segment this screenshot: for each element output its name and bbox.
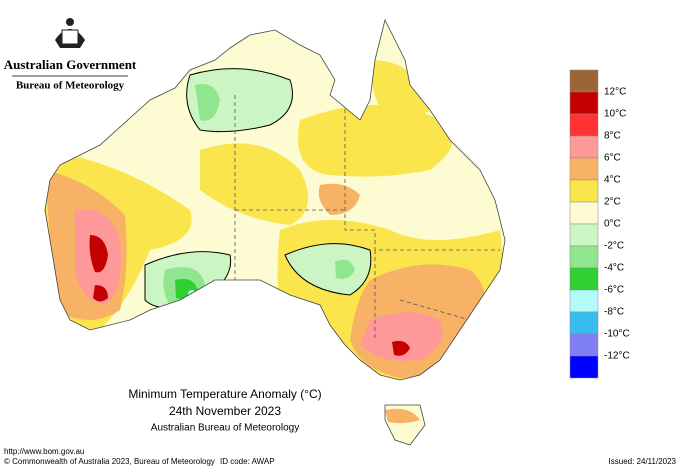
legend-label: 12°C [604,87,626,98]
bureau-name: Bureau of Meteorology [16,80,125,92]
map-source: Australian Bureau of Meteorology [151,423,299,434]
legend-swatch [569,289,599,313]
legend-swatch [569,201,599,225]
legend-label: 10°C [604,109,626,120]
legend-swatch [569,311,599,335]
map-date: 24th November 2023 [169,404,281,418]
legend: 12°C 10°C 8°C 6°C 4°C 2°C 0°C -2°C -4°C -6°C -8°C -… [569,69,630,379]
legend-label: 4°C [604,175,621,186]
legend-swatch [569,157,599,181]
gov-name: Australian Government [4,57,137,72]
map-title: Minimum Temperature Anomaly (°C) [128,387,321,401]
legend-swatch [569,355,599,379]
url: http://www.bom.gov.au [4,447,84,456]
legend-label: -12°C [604,351,630,362]
legend-label: 0°C [604,219,621,230]
legend-swatch [569,245,599,269]
legend-label: -8°C [604,307,624,318]
legend-label: 6°C [604,153,621,164]
legend-label: 2°C [604,197,621,208]
id-code: ID code: AWAP [220,457,275,466]
legend-label: -4°C [604,263,624,274]
legend-swatch [569,135,599,159]
legend-swatch [569,223,599,247]
legend-swatch [569,267,599,291]
legend-swatch [569,333,599,357]
legend-swatch [569,179,599,203]
legend-swatch [569,113,599,137]
legend-swatch [569,91,599,115]
legend-label: 8°C [604,131,621,142]
crest [55,18,85,48]
issued: Issued: 24/11/2023 [609,457,677,466]
legend-label: -6°C [604,285,624,296]
legend-label: -2°C [604,241,624,252]
coastline [44,18,506,446]
legend-label: -10°C [604,329,630,340]
legend-swatch [569,69,599,93]
copyright: © Commonwealth of Australia 2023, Bureau… [4,457,215,466]
